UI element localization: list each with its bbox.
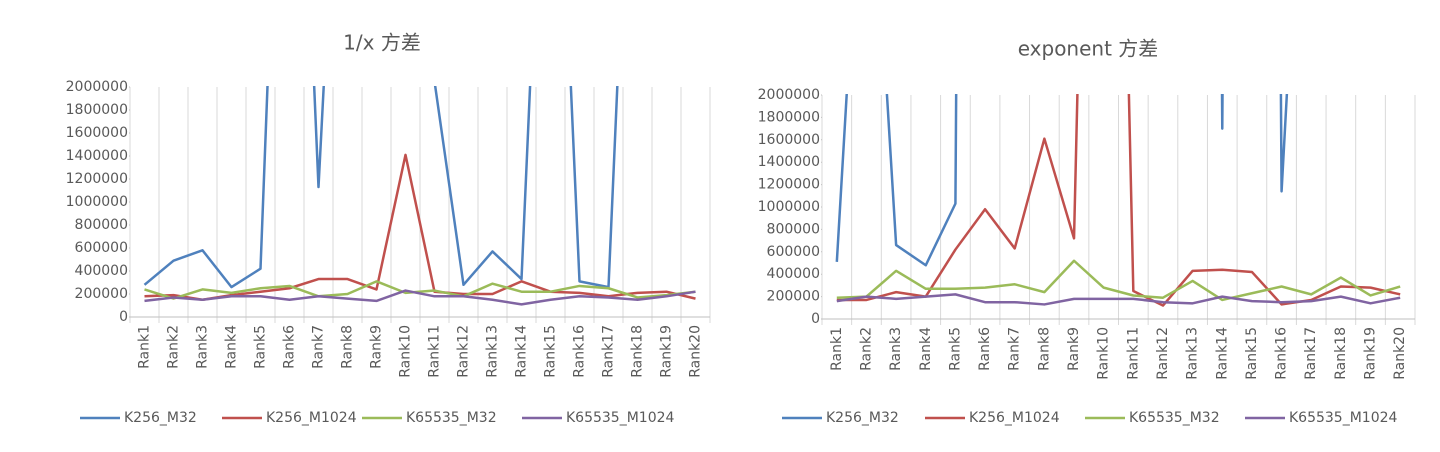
x-tick-label: Rank12 — [1155, 327, 1171, 380]
x-tick-label: Rank12 — [456, 325, 472, 378]
series-line — [144, 289, 696, 306]
y-tick-label: 800000 — [767, 221, 820, 237]
x-tick-label: Rank6 — [977, 327, 993, 371]
series-line — [836, 293, 1401, 306]
x-tick-label: Rank8 — [1036, 327, 1052, 371]
y-tick-label: 1400000 — [758, 154, 820, 170]
x-tick-label: Rank3 — [888, 327, 904, 371]
legend-label: K256_M1024 — [266, 410, 357, 426]
x-tick-label: Rank7 — [1007, 327, 1023, 371]
x-tick-label: Rank17 — [601, 325, 617, 378]
y-tick-label: 800000 — [75, 217, 128, 233]
x-tick-label: Rank14 — [1214, 327, 1230, 380]
x-tick-label: Rank6 — [282, 325, 298, 369]
legend-label: K65535_M1024 — [1289, 410, 1398, 426]
x-tick-label: Rank2 — [858, 327, 874, 371]
y-tick-label: 1800000 — [758, 109, 820, 125]
x-tick-label: Rank5 — [947, 327, 963, 371]
y-tick-label: 1600000 — [758, 132, 820, 148]
x-tick-label: Rank4 — [224, 325, 240, 369]
y-tick-label: 1200000 — [66, 171, 128, 187]
y-tick-label: 200000 — [767, 289, 820, 305]
chart-title: 1/x 方差 — [343, 31, 421, 55]
x-tick-label: Rank20 — [1392, 327, 1408, 380]
x-tick-label: Rank11 — [427, 325, 443, 378]
y-tick-label: 0 — [119, 309, 128, 325]
plot-lines — [143, 86, 696, 306]
x-tick-label: Rank11 — [1125, 327, 1141, 380]
legend-label: K256_M1024 — [969, 410, 1060, 426]
x-tick-label: Rank8 — [340, 325, 356, 369]
y-tick-label: 2000000 — [66, 79, 128, 95]
y-tick-label: 1000000 — [66, 194, 128, 210]
legend-label: K65535_M32 — [1129, 410, 1220, 426]
x-tick-label: Rank5 — [253, 325, 269, 369]
legend-label: K65535_M1024 — [566, 410, 675, 426]
series-line — [143, 86, 619, 289]
y-tick-label: 1400000 — [66, 148, 128, 164]
x-tick-label: Rank15 — [543, 325, 559, 378]
x-tick-label: Rank18 — [630, 325, 646, 378]
x-tick-label: Rank4 — [918, 327, 934, 371]
chart-title: exponent 方差 — [1018, 37, 1159, 61]
y-tick-label: 400000 — [75, 263, 128, 279]
x-tick-label: Rank1 — [829, 327, 845, 371]
x-tick-label: Rank16 — [572, 325, 588, 378]
legend-label: K65535_M32 — [406, 410, 497, 426]
x-tick-label: Rank7 — [311, 325, 327, 369]
x-tick-label: Rank18 — [1333, 327, 1349, 380]
y-tick-label: 2000000 — [758, 87, 820, 103]
x-tick-label: Rank3 — [195, 325, 211, 369]
x-tick-label: Rank1 — [137, 325, 153, 369]
x-tick-label: Rank19 — [659, 325, 675, 378]
y-tick-label: 200000 — [75, 286, 128, 302]
y-tick-label: 400000 — [767, 266, 820, 282]
series-line — [144, 280, 696, 300]
y-tick-label: 600000 — [75, 240, 128, 256]
series-line — [835, 94, 1289, 267]
x-tick-label: Rank15 — [1244, 327, 1260, 380]
x-tick-label: Rank16 — [1274, 327, 1290, 380]
legend-label: K256_M32 — [826, 410, 899, 426]
x-tick-label: Rank10 — [398, 325, 414, 378]
y-tick-label: 600000 — [767, 244, 820, 260]
series-line — [836, 259, 1401, 302]
x-tick-label: Rank9 — [369, 325, 385, 369]
x-tick-label: Rank20 — [688, 325, 704, 378]
y-tick-label: 1200000 — [758, 177, 820, 193]
x-tick-label: Rank14 — [514, 325, 530, 378]
x-tick-label: Rank9 — [1066, 327, 1082, 371]
x-tick-label: Rank19 — [1363, 327, 1379, 380]
legend-label: K256_M32 — [124, 410, 197, 426]
plot-lines — [835, 94, 1401, 307]
y-tick-label: 1800000 — [66, 102, 128, 118]
x-tick-label: Rank13 — [485, 325, 501, 378]
series-line — [144, 153, 696, 301]
y-tick-label: 1000000 — [758, 199, 820, 215]
x-tick-label: Rank17 — [1303, 327, 1319, 380]
x-tick-label: Rank2 — [166, 325, 182, 369]
y-tick-label: 0 — [811, 311, 820, 327]
x-tick-label: Rank13 — [1185, 327, 1201, 380]
y-tick-label: 1600000 — [66, 125, 128, 141]
x-tick-label: Rank10 — [1096, 327, 1112, 380]
